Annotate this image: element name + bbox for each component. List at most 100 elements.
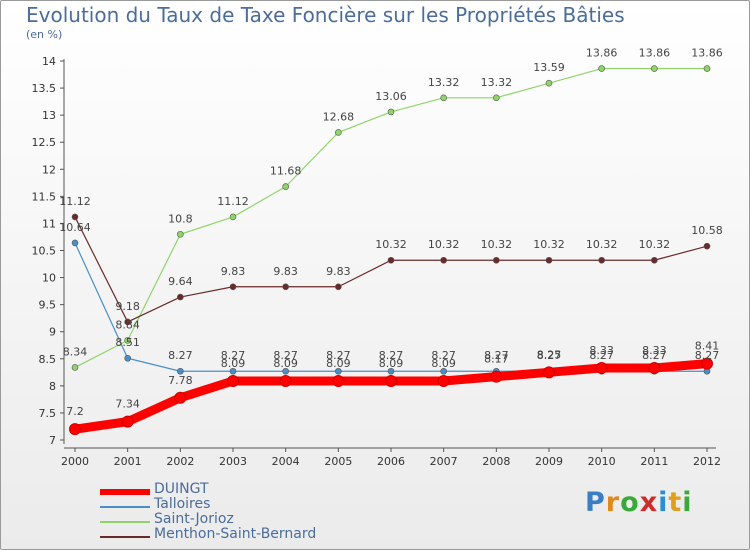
data-label: 13.32 (428, 76, 460, 89)
data-point (703, 65, 711, 72)
data-label: 13.86 (639, 47, 671, 60)
data-label: 8.27 (484, 349, 509, 362)
data-point (69, 423, 81, 436)
data-label: 10.32 (428, 238, 460, 251)
logo-letter: r (605, 487, 621, 518)
x-tick-label: 2012 (693, 455, 721, 468)
legend-swatch (100, 489, 150, 495)
series-lines (69, 65, 713, 436)
data-label: 9.64 (168, 275, 193, 288)
data-label: 8.27 (326, 349, 351, 362)
y-tick-label: 14 (42, 55, 56, 68)
y-tick-label: 11.5 (32, 190, 57, 203)
data-label: 7.78 (168, 374, 193, 387)
y-tick-label: 12.5 (32, 136, 57, 149)
y-tick-label: 9 (49, 326, 56, 339)
data-label: 8.27 (695, 349, 720, 362)
series-line-menthon-saint-bernard (74, 216, 708, 323)
data-point (71, 239, 79, 247)
data-label: 8.27 (537, 349, 562, 362)
x-tick-label: 2003 (219, 455, 247, 468)
proxiti-logo: Proxiti (585, 487, 693, 518)
data-label: 8.41 (695, 340, 720, 353)
data-point (437, 374, 450, 387)
data-point (545, 79, 553, 87)
y-tick-label: 12 (42, 163, 56, 176)
data-label: 8.27 (589, 349, 614, 362)
data-label: 7.2 (66, 405, 84, 418)
data-label: 7.34 (115, 398, 140, 411)
data-label: 8.27 (642, 349, 667, 362)
x-tick-label: 2008 (482, 455, 510, 468)
data-label: 13.86 (586, 47, 618, 60)
y-tick-label: 8.5 (39, 353, 57, 366)
data-point (174, 391, 187, 404)
data-label: 8.33 (642, 344, 667, 357)
data-point (440, 256, 447, 264)
y-tick-label: 7 (49, 434, 56, 447)
legend-swatch (100, 536, 150, 538)
data-label: 10.64 (59, 221, 91, 234)
data-point (440, 94, 447, 102)
data-label: 8.09 (379, 357, 404, 370)
data-point (385, 374, 397, 387)
data-label: 8.27 (379, 349, 404, 362)
y-tick-label: 7.5 (39, 407, 57, 420)
legend-label: Saint-Jorioz (154, 511, 234, 527)
data-label: 8.09 (326, 357, 351, 370)
data-point (71, 364, 79, 371)
data-label: 8.84 (115, 318, 140, 331)
data-point (595, 361, 608, 374)
data-label: 8.25 (537, 348, 562, 361)
data-label: 10.32 (586, 238, 618, 251)
data-point (335, 129, 342, 136)
x-tick-label: 2009 (535, 455, 563, 468)
data-point (598, 65, 605, 72)
logo-letter: P (585, 487, 606, 518)
data-point (282, 367, 289, 375)
data-label: 8.09 (273, 357, 298, 370)
data-point (71, 213, 79, 221)
data-point (121, 415, 134, 428)
data-label: 8.17 (484, 353, 509, 366)
data-label: 9.83 (273, 265, 298, 278)
data-point (493, 94, 500, 102)
data-point (387, 108, 395, 116)
x-tick-label: 2010 (588, 455, 616, 468)
data-point (177, 230, 184, 238)
data-label: 8.34 (63, 345, 88, 358)
data-point (332, 374, 345, 387)
data-label: 8.51 (115, 336, 140, 349)
data-label: 13.86 (691, 47, 723, 60)
data-point (229, 367, 237, 375)
x-tick-label: 2005 (324, 455, 352, 468)
data-label: 13.32 (481, 76, 513, 89)
data-label: 9.18 (115, 300, 140, 313)
logo-letter: i (658, 487, 669, 518)
x-tick-label: 2000 (61, 455, 89, 468)
x-tick-label: 2004 (272, 455, 300, 468)
legend-label: Menthon-Saint-Bernard (154, 526, 317, 542)
y-tick-label: 10 (42, 272, 56, 285)
data-point (227, 374, 239, 387)
data-label: 9.83 (326, 265, 351, 278)
axes: 7 7.5 8 8.5 9 9.5 10 10.5 11 11.5 12 12.5 13 13.5 14 20… (32, 55, 722, 468)
logo-letter: x (639, 487, 659, 518)
data-label: 10.32 (639, 238, 671, 251)
x-tick-label: 2001 (114, 455, 142, 468)
data-label: 10.32 (375, 238, 407, 251)
data-label: 8.27 (168, 349, 193, 362)
data-point (229, 213, 237, 221)
legend-swatch (100, 506, 150, 508)
data-point (335, 367, 342, 375)
data-label: 10.8 (168, 212, 193, 225)
data-point (177, 367, 184, 375)
data-label: 8.27 (221, 349, 246, 362)
data-label: 8.09 (221, 357, 246, 370)
x-tick-label: 2011 (640, 455, 668, 468)
y-tick-label: 13 (42, 109, 56, 122)
data-point (493, 256, 500, 264)
data-label: 10.32 (533, 238, 565, 251)
